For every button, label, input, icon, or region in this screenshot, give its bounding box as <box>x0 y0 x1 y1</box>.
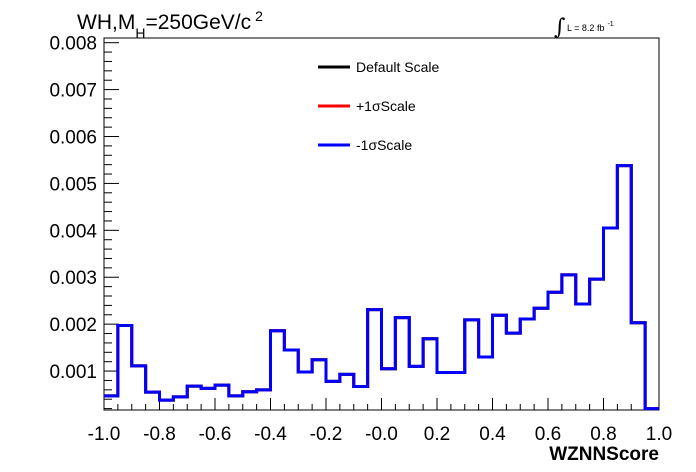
luminosity-integral-sign: ∫ <box>554 15 566 40</box>
legend-label-plus-sigma-scale: +1σScale <box>356 98 416 114</box>
chart-title-superscript: 2 <box>255 8 263 24</box>
y-tick-label: 0.008 <box>49 34 97 55</box>
x-tick-label: 0.6 <box>535 424 561 445</box>
x-tick-label: -1.0 <box>88 424 121 445</box>
x-tick-label: -0.6 <box>199 424 232 445</box>
chart-title: WH,MH=250GeV/c 2 <box>77 8 263 41</box>
legend-label-default-scale: Default Scale <box>356 59 439 75</box>
y-tick-label: 0.005 <box>49 174 97 195</box>
legend: Default Scale +1σScale -1σScale <box>318 59 439 153</box>
chart-title-suffix: =250GeV/c <box>145 11 251 34</box>
series-layer <box>104 164 659 411</box>
x-tick-label: -0.4 <box>254 424 287 445</box>
legend-label-minus-sigma-scale: -1σScale <box>356 137 412 153</box>
y-tick-label: 0.004 <box>49 221 97 242</box>
chart-title-prefix: WH,M <box>77 11 135 34</box>
series-minus-sigma-scale <box>104 164 659 411</box>
x-tick-label: 1.0 <box>646 424 672 445</box>
x-tick-label: 0.2 <box>424 424 450 445</box>
luminosity-label: L = 8.2 fb -1 <box>567 21 614 33</box>
x-tick-label: -0.2 <box>310 424 343 445</box>
y-tick-label: 0.003 <box>49 268 97 289</box>
x-axis-label: WZNNScore <box>549 444 659 465</box>
y-tick-label: 0.002 <box>49 315 97 336</box>
x-tick-label: -0.0 <box>365 424 398 445</box>
luminosity-text: L = 8.2 fb <box>567 23 604 33</box>
x-tick-label: 0.4 <box>479 424 506 445</box>
histogram-line <box>104 164 659 411</box>
y-axis: 0.001 0.002 0.003 0.004 0.005 0.006 0.007 0.008 <box>49 34 119 410</box>
chart-title-subscript: H <box>135 25 145 41</box>
luminosity-superscript: -1 <box>607 21 613 28</box>
y-tick-label: 0.007 <box>49 81 97 102</box>
x-axis: -1.0 -0.8 -0.6 -0.4 -0.2 -0.0 0.2 0.4 0.6 0.8 1.0 <box>88 398 672 445</box>
y-tick-label: 0.001 <box>49 362 97 383</box>
x-tick-label: 0.8 <box>590 424 616 445</box>
y-tick-label: 0.006 <box>49 128 97 149</box>
x-tick-label: -0.8 <box>143 424 176 445</box>
